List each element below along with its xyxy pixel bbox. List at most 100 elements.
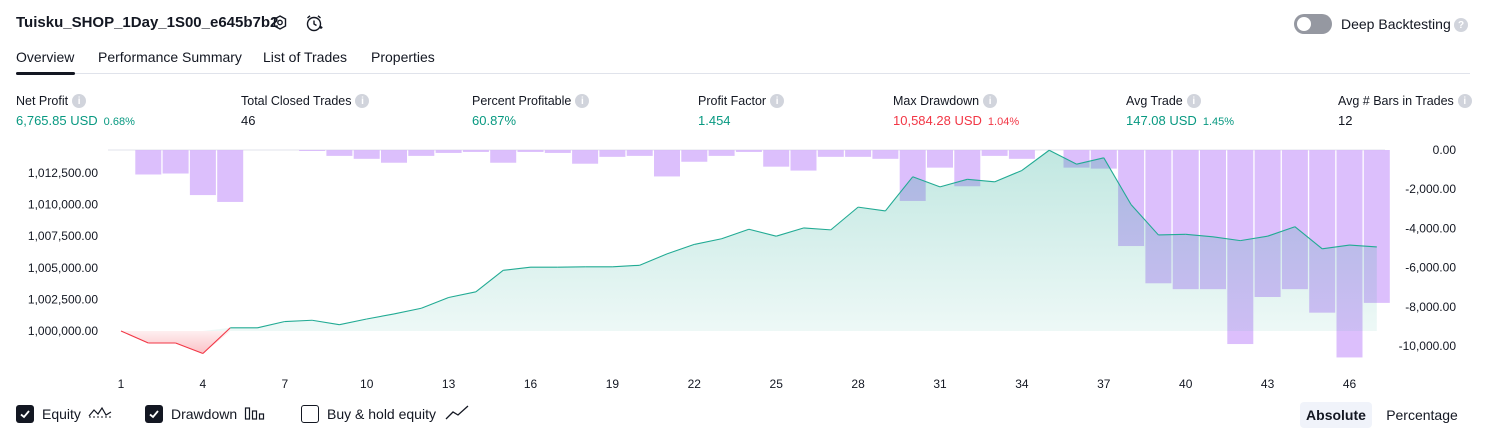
equity-line-segment — [748, 228, 777, 237]
equity-line-segment — [1048, 149, 1077, 165]
right-axis-tick-label: -6,000.00 — [1405, 261, 1456, 275]
drawdown-bar — [654, 150, 680, 177]
equity-line-segment — [666, 243, 695, 255]
alert-clock-icon[interactable] — [304, 13, 324, 33]
equity-line-segment — [694, 238, 722, 245]
equity-line-segment — [721, 228, 750, 240]
trend-line-icon — [445, 404, 469, 427]
equity-line-segment — [830, 206, 859, 231]
equity-line-segment — [312, 319, 340, 326]
info-icon[interactable]: i — [1186, 94, 1201, 108]
drawdown-legend-label: Drawdown — [171, 406, 238, 422]
x-axis-tick-label: 1 — [118, 377, 125, 391]
equity-line-segment — [1240, 235, 1268, 242]
info-icon[interactable]: i — [575, 94, 590, 108]
x-axis-tick-label: 22 — [688, 377, 702, 391]
x-axis-tick-label: 37 — [1097, 377, 1111, 391]
equity-line-segment — [175, 342, 204, 355]
stat-avg-trade-label: Avg Trade i — [1126, 94, 1201, 108]
equity-area-positive — [121, 150, 1377, 331]
equity-line-segment — [1349, 244, 1377, 248]
equity-line — [120, 149, 1377, 355]
equity-line-segment — [1322, 244, 1350, 250]
equity-line-icon — [88, 404, 112, 427]
left-axis-tick-label: 1,005,000.00 — [28, 261, 98, 275]
equity-line-segment — [284, 319, 313, 323]
drawdown-bar — [517, 150, 544, 152]
tab-properties[interactable]: Properties — [371, 49, 435, 65]
drawdown-bar — [326, 150, 353, 156]
equity-line-segment — [1185, 233, 1214, 238]
drawdown-bar — [544, 150, 571, 153]
equity-line-segment — [339, 318, 367, 326]
drawdown-checkbox[interactable] — [145, 405, 163, 423]
help-icon[interactable]: ? — [1454, 18, 1468, 32]
drawdown-bar — [872, 150, 899, 159]
stat-avg-bars-label: Avg # Bars in Trades i — [1338, 94, 1472, 108]
equity-line-segment — [1076, 157, 1104, 165]
left-axis: 1,012,500.00 1,010,000.00 1,007,500.00 1,00… — [28, 166, 98, 338]
equity-line-segment — [1130, 204, 1159, 236]
equity-area-negative — [121, 331, 1377, 354]
x-axis-tick-label: 16 — [524, 377, 538, 391]
drawdown-bar — [572, 150, 599, 164]
equity-line-segment — [912, 176, 941, 188]
drawdown-bar — [353, 150, 380, 159]
equity-line-segment — [503, 266, 531, 271]
x-axis-tick-label: 28 — [851, 377, 865, 391]
drawdown-bar — [381, 150, 407, 163]
tab-performance-summary[interactable]: Performance Summary — [98, 49, 242, 65]
equity-checkbox[interactable] — [16, 405, 34, 423]
equity-line-segment — [858, 206, 886, 212]
drawdown-bar — [681, 150, 708, 162]
equity-line-segment — [994, 169, 1023, 183]
equity-drawdown-chart[interactable]: 1,012,500.00 1,010,000.00 1,007,500.00 1,00… — [0, 140, 1486, 400]
equity-line-segment — [1267, 226, 1296, 237]
x-axis-tick-label: 4 — [200, 377, 207, 391]
tabs-divider — [16, 73, 1470, 74]
right-axis-tick-label: 0.00 — [1433, 143, 1457, 157]
tab-list-of-trades[interactable]: List of Trades — [263, 49, 348, 65]
buy-hold-checkbox[interactable] — [301, 405, 319, 423]
equity-line-segment — [1294, 226, 1323, 250]
drawdown-bar — [462, 150, 489, 152]
info-icon[interactable]: i — [1457, 94, 1472, 108]
stat-profit-factor-label: Profit Factor i — [698, 94, 785, 108]
equity-area — [121, 150, 1377, 354]
equity-line-segment — [120, 330, 149, 344]
x-axis: 1 4 7 10 13 16 19 22 25 28 31 34 37 40 43 46 — [118, 377, 1357, 391]
drawdown-bar — [981, 150, 1008, 156]
drawdown-bar — [162, 150, 189, 174]
equity-line-segment — [257, 320, 285, 329]
stat-percent-profitable-label: Percent Profitable i — [472, 94, 590, 108]
drawdown-bar — [490, 150, 517, 163]
equity-line-segment — [967, 178, 995, 183]
drawdown-bar — [1008, 150, 1035, 159]
equity-line-segment — [1021, 149, 1050, 171]
equity-line-segment — [448, 291, 477, 299]
strategy-title: Tuisku_SHOP_1Day_1S00_e645b7b2 — [16, 14, 279, 31]
drawdown-bar — [626, 150, 653, 156]
drawdown-bar — [763, 150, 790, 167]
drawdown-bar — [735, 150, 762, 152]
info-icon[interactable]: i — [983, 94, 998, 108]
x-axis-tick-label: 46 — [1343, 377, 1357, 391]
settings-icon[interactable] — [270, 13, 290, 33]
right-axis: 0.00 -2,000.00 -4,000.00 -6,000.00 -8,000.00… — [1399, 143, 1457, 353]
right-axis-tick-label: -2,000.00 — [1405, 182, 1456, 196]
x-axis-tick-label: 34 — [1015, 377, 1029, 391]
percentage-button[interactable]: Percentage — [1386, 407, 1458, 423]
equity-line-segment — [1103, 157, 1132, 205]
x-axis-tick-label: 13 — [442, 377, 456, 391]
deep-backtesting-toggle[interactable] — [1294, 14, 1332, 34]
absolute-button[interactable]: Absolute — [1300, 402, 1372, 428]
drawdown-bar — [817, 150, 844, 157]
info-icon[interactable]: i — [355, 94, 370, 108]
stat-profit-factor-value: 1.454 — [698, 113, 731, 128]
info-icon[interactable]: i — [72, 94, 87, 108]
info-icon[interactable]: i — [770, 94, 785, 108]
tab-overview[interactable]: Overview — [16, 49, 75, 65]
drawdown-bar — [927, 150, 953, 168]
stat-max-drawdown-label: Max Drawdown i — [893, 94, 998, 108]
right-axis-tick-label: -4,000.00 — [1405, 221, 1456, 235]
